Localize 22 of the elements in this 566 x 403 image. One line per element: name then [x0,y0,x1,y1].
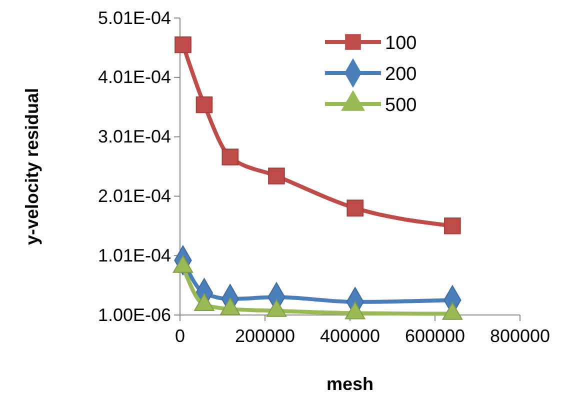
point [346,200,364,216]
y-axis-title: y-velocity residual [22,88,42,246]
y-tick-label: 2.01E-04 [98,186,171,206]
y-tick-label: 1.01E-04 [98,245,171,266]
y-tick-label: 3.01E-04 [98,126,171,147]
x-tick-label: 600000 [404,326,466,346]
point [222,148,239,166]
legend-label: 100 [385,33,417,54]
y-tick-label: 1.00E-06 [98,304,171,325]
point [196,96,213,114]
y-tick-label: 5.01E-04 [98,8,171,28]
x-tick-label: 0 [174,326,186,346]
x-tick-label: 200000 [234,326,296,346]
x-tick-label: 800000 [490,326,550,346]
x-axis-title: mesh [326,374,374,394]
point [444,217,461,234]
legend-label: 200 [385,64,417,85]
point [268,168,285,184]
legend-label: 500 [385,95,417,116]
point [174,36,192,54]
y-tick-label: 4.01E-04 [98,67,171,88]
x-tick-label: 400000 [320,326,380,346]
